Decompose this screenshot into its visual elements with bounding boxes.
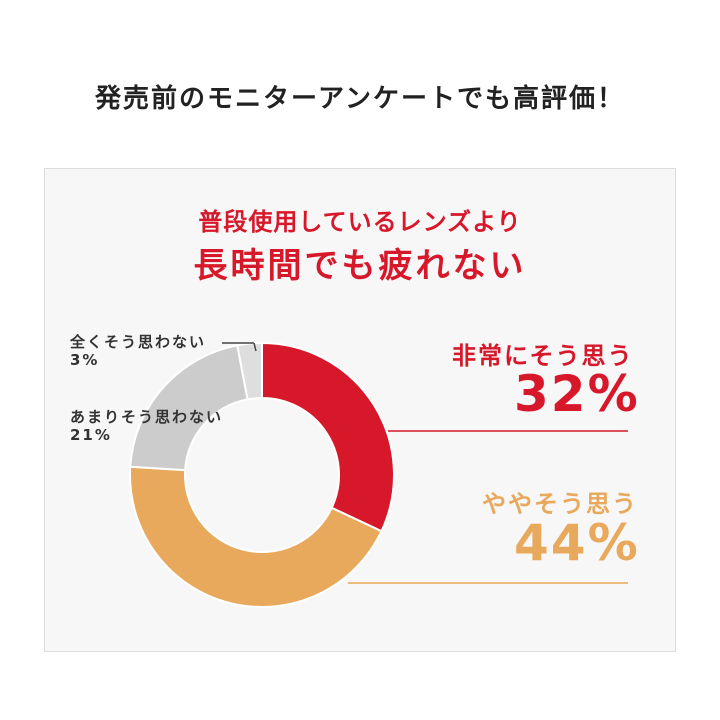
data-label-somewhat-disagree: 21% [70, 426, 112, 444]
page-title: 発売前のモニターアンケートでも高評価！ [95, 84, 625, 114]
legend-label-somewhat-disagree: あまりそう思わない [70, 408, 224, 426]
donut-slice-strongly-agree [261, 341, 395, 533]
leader-line-strongly-disagree-tick [253, 342, 257, 352]
legend-label-somewhat-agree: ややそう思う [482, 490, 638, 518]
headline-line2: 長時間でも疲れない [193, 246, 527, 286]
donut-slice-strongly-disagree [236, 341, 263, 401]
legend-label-strongly-agree: 非常にそう思う [452, 342, 634, 370]
data-label-strongly-disagree: 3% [70, 351, 100, 369]
donut-slice-somewhat-agree [129, 465, 383, 608]
data-label-somewhat-agree: 44% [514, 514, 640, 572]
data-label-strongly-agree: 32% [514, 365, 640, 423]
headline-line1: 普段使用しているレンズより [198, 208, 522, 236]
legend-label-strongly-disagree: 全くそう思わない [70, 333, 207, 351]
donut-slice-somewhat-disagree [129, 344, 249, 472]
